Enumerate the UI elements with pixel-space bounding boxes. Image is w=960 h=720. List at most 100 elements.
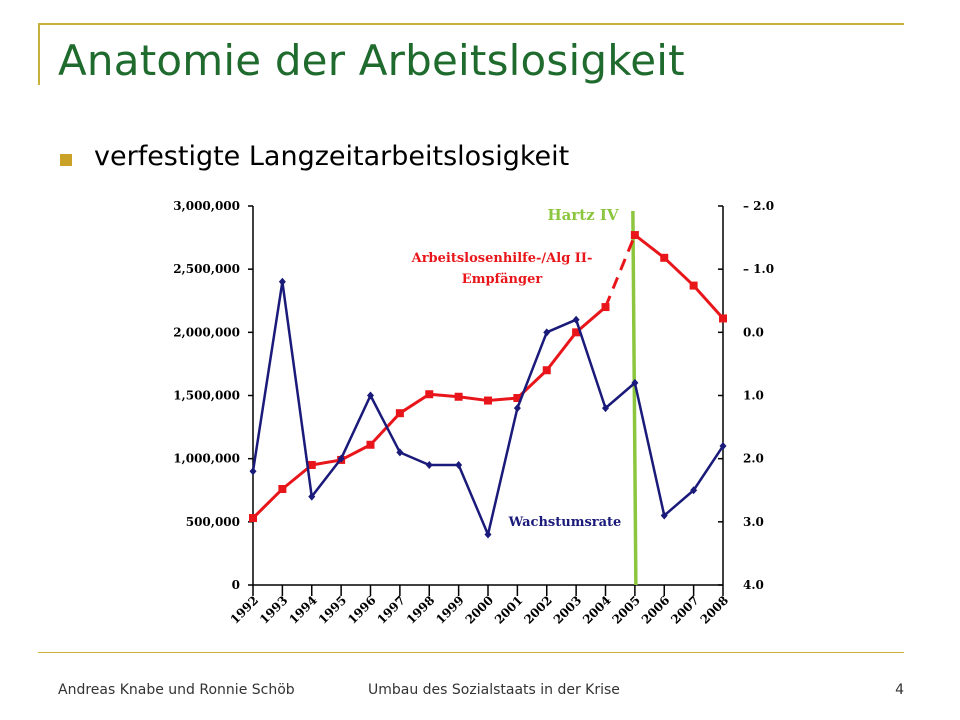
arbeitslosenhilfe-point xyxy=(601,303,610,312)
frame-top-rule xyxy=(38,23,904,25)
arbeitslosenhilfe-line-segment xyxy=(575,305,607,334)
x-axis-tick-label: 2000 xyxy=(463,593,497,627)
footer-title: Umbau des Sozialstaats in der Krise xyxy=(368,682,620,698)
series-label-arbeitslosenhilfe-1: Arbeitslosenhilfe-/Alg II- xyxy=(411,251,593,266)
footer-authors: Andreas Knabe und Ronnie Schöb xyxy=(58,682,295,698)
wachstumsrate-point xyxy=(631,378,639,387)
slide-title: Anatomie der Arbeitslosigkeit xyxy=(58,36,685,85)
x-axis-tick-label: 1994 xyxy=(286,593,320,627)
arbeitslosenhilfe-point xyxy=(689,281,698,290)
arbeitslosenhilfe-point xyxy=(660,253,669,262)
wachstumsrate-line-segment xyxy=(457,464,490,535)
arbeitslosenhilfe-line-segment xyxy=(340,443,372,462)
arbeitslosenhilfe-line-segment xyxy=(604,234,637,308)
wachstumsrate-line-segment xyxy=(546,318,577,334)
x-axis-tick-label: 1997 xyxy=(374,593,408,627)
bullet-square-icon xyxy=(60,154,72,166)
arbeitslosenhilfe-point xyxy=(249,514,257,523)
x-axis-tick-label: 2003 xyxy=(551,593,585,627)
arbeitslosenhilfe-point xyxy=(454,392,463,401)
arbeitslosenhilfe-point xyxy=(542,366,551,375)
chart-series xyxy=(249,210,727,586)
x-axis-tick-label: 1999 xyxy=(433,593,467,627)
arbeitslosenhilfe-point xyxy=(484,396,492,405)
arbeitslosenhilfe-point xyxy=(307,460,316,469)
x-axis-tick-label: 1992 xyxy=(228,593,262,627)
x-axis-tick-label: 1995 xyxy=(316,593,350,627)
arbeitslosenhilfe-line-segment xyxy=(487,396,518,403)
right-axis-tick-label: 3.0 xyxy=(743,515,764,529)
x-axis-tick-label: 2006 xyxy=(639,593,673,627)
arbeitslosenhilfe-point xyxy=(395,409,404,418)
wachstumsrate-line-segment xyxy=(399,451,430,467)
arbeitslosenhilfe-line-segment xyxy=(458,395,489,403)
hartz-iv-line xyxy=(631,210,638,586)
x-axis-tick-label: 2005 xyxy=(609,593,643,627)
arbeitslosenhilfe-line-segment xyxy=(311,458,342,467)
wachstumsrate-line-segment xyxy=(369,394,401,453)
x-axis-tick-label: 2007 xyxy=(668,593,702,627)
right-axis-tick-label: 1.0 xyxy=(743,389,764,403)
wachstumsrate-line-segment xyxy=(339,394,372,460)
arbeitslosenhilfe-point xyxy=(366,440,375,449)
arbeitslosenhilfe-line-segment xyxy=(633,233,666,259)
wachstumsrate-point xyxy=(572,315,580,324)
wachstumsrate-line-segment xyxy=(516,331,548,409)
wachstumsrate-line-segment xyxy=(310,457,343,498)
wachstumsrate-line-segment xyxy=(633,382,666,516)
arbeitslosenhilfe-point xyxy=(278,484,287,493)
wachstumsrate-point xyxy=(396,448,404,457)
left-axis-tick-label: 500,000 xyxy=(186,515,240,529)
frame-left-rule xyxy=(38,23,40,85)
wachstumsrate-line-segment xyxy=(486,407,519,535)
wachstumsrate-point xyxy=(660,511,668,520)
wachstumsrate-point xyxy=(513,404,521,413)
x-axis-tick-label: 1993 xyxy=(257,593,291,627)
wachstumsrate-point xyxy=(367,391,374,400)
wachstumsrate-line-segment xyxy=(251,281,284,472)
arbeitslosenhilfe-point xyxy=(719,314,727,323)
series-label-wachstumsrate: Wachstumsrate xyxy=(508,515,622,530)
wachstumsrate-point xyxy=(308,492,316,501)
left-axis-tick-label: 3,000,000 xyxy=(173,199,240,213)
left-axis-tick-label: 1,000,000 xyxy=(173,452,240,466)
x-axis-tick-label: 2002 xyxy=(521,593,555,627)
wachstumsrate-point xyxy=(425,460,433,469)
wachstumsrate-point xyxy=(602,404,609,413)
arbeitslosenhilfe-line-segment xyxy=(692,284,725,320)
wachstumsrate-line-segment xyxy=(663,489,695,517)
left-axis-tick-label: 1,500,000 xyxy=(173,389,240,403)
arbeitslosenhilfe-line-segment xyxy=(663,256,695,287)
x-axis-tick-label: 2001 xyxy=(492,593,526,627)
wachstumsrate-point xyxy=(249,467,257,476)
wachstumsrate-point xyxy=(690,486,698,495)
right-axis-tick-label: 2.0 xyxy=(743,452,764,466)
x-axis-tick-label: 2004 xyxy=(580,593,614,627)
arbeitslosenhilfe-point xyxy=(425,390,434,399)
x-axis-tick-label: 1996 xyxy=(345,593,379,627)
chart-labels: Hartz IV Arbeitslosenhilfe-/Alg II- Empf… xyxy=(411,206,622,530)
left-axis-tick-label: 2,000,000 xyxy=(173,325,240,339)
arbeitslosenhilfe-line-segment xyxy=(399,392,431,415)
right-axis-tick-label: – 2.0 xyxy=(743,199,774,213)
arbeitslosenhilfe-line-segment xyxy=(369,412,401,446)
page-number: 4 xyxy=(895,682,904,698)
series-label-arbeitslosenhilfe-2: Empfänger xyxy=(462,272,543,287)
x-axis-tick-label: 1998 xyxy=(404,593,438,627)
right-axis-tick-label: – 1.0 xyxy=(743,262,774,276)
arbeitslosenhilfe-point xyxy=(630,231,639,240)
x-axis-tick-label: 2008 xyxy=(698,593,732,627)
arbeitslosenhilfe-line-segment xyxy=(545,331,578,372)
wachstumsrate-point xyxy=(543,328,551,337)
right-axis-tick-label: 4.0 xyxy=(743,578,764,592)
wachstumsrate-line-segment xyxy=(574,319,607,409)
arbeitslosenhilfe-point xyxy=(572,328,581,337)
wachstumsrate-point xyxy=(484,530,492,539)
arbeitslosenhilfe-line-segment xyxy=(429,392,459,399)
hartz-iv-label: Hartz IV xyxy=(547,206,618,224)
arbeitslosenhilfe-line-segment xyxy=(251,487,284,520)
left-axis-tick-label: 2,500,000 xyxy=(173,262,240,276)
wachstumsrate-point xyxy=(719,442,727,451)
arbeitslosenhilfe-point xyxy=(513,394,522,403)
